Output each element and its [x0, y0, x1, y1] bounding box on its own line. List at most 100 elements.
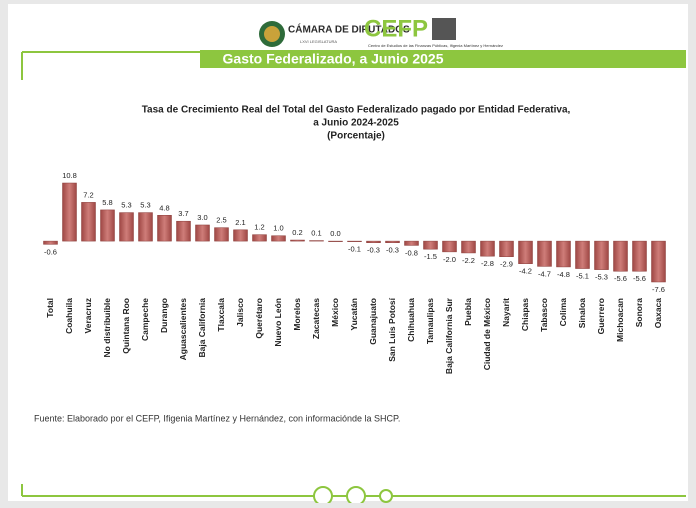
x-tick-label: Morelos: [292, 298, 302, 331]
bar: [556, 240, 571, 268]
value-label: 2.1: [235, 218, 245, 227]
value-label: 1.0: [273, 224, 283, 233]
value-label: -2.2: [462, 256, 475, 265]
value-label: -2.9: [500, 260, 513, 269]
value-label: 7.2: [83, 190, 93, 199]
card: [8, 4, 688, 501]
value-label: 1.2: [254, 223, 264, 232]
x-tick-label: Baja California: [197, 298, 207, 358]
banner: [200, 50, 686, 68]
bar: [233, 229, 248, 242]
value-label: -4.8: [557, 270, 570, 279]
source-note: Fuente: Elaborado por el CEFP, Ifigenia …: [34, 413, 400, 423]
bar: [404, 240, 419, 246]
x-tick-label: Veracruz: [83, 298, 93, 333]
x-tick-label: Sinaloa: [577, 298, 587, 329]
bar: [594, 240, 609, 270]
bar: [290, 239, 305, 242]
bar: [442, 240, 457, 253]
x-tick-label: Campeche: [140, 298, 150, 341]
x-tick-label: Nuevo León: [273, 298, 283, 347]
chamber-emblem-inner: [264, 26, 280, 42]
value-label: -0.1: [348, 245, 361, 254]
chart-title: Tasa de Crecimiento Real del Total del G…: [142, 105, 571, 116]
value-label: 2.5: [216, 216, 226, 225]
bar: [43, 240, 58, 245]
x-tick-label: Colima: [558, 298, 568, 327]
chamber-name: CÁMARA DE DIPUTADOS: [288, 23, 410, 36]
x-tick-label: Ciudad de México: [482, 298, 492, 370]
bar: [119, 212, 134, 242]
x-tick-label: Tlaxcala: [216, 298, 226, 332]
x-tick-label: Total: [45, 298, 55, 318]
bar: [138, 212, 153, 242]
x-tick-label: Zacatecas: [311, 298, 321, 339]
value-label: -1.5: [424, 252, 437, 261]
value-label: -0.3: [367, 246, 380, 255]
bar: [195, 224, 210, 242]
x-tick-label: Puebla: [463, 298, 473, 326]
value-label: -0.8: [405, 248, 418, 257]
x-tick-label: Michoacan: [615, 298, 625, 342]
bar: [309, 240, 324, 242]
x-tick-label: San Luis Potosí: [387, 297, 397, 361]
bar: [632, 240, 647, 272]
value-label: 10.8: [62, 171, 77, 180]
bar: [385, 240, 400, 243]
bar: [62, 182, 77, 242]
value-label: -5.1: [576, 272, 589, 281]
x-tick-label: Quintana Roo: [121, 298, 131, 354]
value-label: -4.2: [519, 267, 532, 276]
bar: [575, 240, 590, 269]
x-tick-label: Jalisco: [235, 298, 245, 327]
bar: [176, 220, 191, 242]
banner-title: Gasto Federalizado, a Junio 2025: [223, 51, 444, 67]
x-tick-label: Nayarit: [501, 298, 511, 327]
bar: [214, 227, 229, 242]
legislature: LXVI LEGISLATURA: [300, 39, 337, 44]
value-label: -2.8: [481, 259, 494, 268]
bar: [366, 240, 381, 243]
bar: [328, 240, 343, 242]
x-tick-label: Chihuahua: [406, 298, 416, 342]
org-logo: CEFP: [364, 15, 428, 42]
value-label: 4.8: [159, 203, 169, 212]
value-label: 0.0: [330, 229, 340, 238]
value-label: -5.6: [614, 274, 627, 283]
value-label: 5.3: [140, 201, 150, 210]
bar: [157, 215, 172, 242]
x-tick-label: Guerrero: [596, 298, 606, 334]
chart-subtitle: (Porcentaje): [327, 131, 385, 142]
org-full: Centro de Estudios de las Finanzas Públi…: [368, 43, 503, 48]
x-tick-label: Aguascalientes: [178, 298, 188, 361]
value-label: 0.2: [292, 228, 302, 237]
x-tick-label: No distribuible: [102, 298, 112, 358]
x-tick-label: Chiapas: [520, 298, 530, 331]
chart-title: a Junio 2024-2025: [313, 118, 399, 129]
value-label: 3.0: [197, 213, 207, 222]
value-label: -0.3: [386, 246, 399, 255]
footer-dot: [379, 489, 393, 503]
x-tick-label: Tabasco: [539, 298, 549, 332]
x-tick-label: Oaxaca: [653, 298, 663, 329]
bar: [613, 240, 628, 272]
x-tick-label: Guanajuato: [368, 298, 378, 345]
bar: [518, 240, 533, 264]
value-label: -5.3: [595, 273, 608, 282]
value-label: -0.6: [44, 247, 57, 256]
x-tick-label: Querétaro: [254, 298, 264, 339]
bar: [100, 209, 115, 242]
x-tick-label: Coahuila: [64, 298, 74, 334]
value-label: 3.7: [178, 209, 188, 218]
plot: -0.6 Total 10.8 Coahuila 7.2 Veracruz 5.8 No di…: [43, 171, 666, 374]
x-tick-label: México: [330, 298, 340, 327]
value-label: -4.7: [538, 269, 551, 278]
value-label: 5.3: [121, 201, 131, 210]
value-label: 5.8: [102, 198, 112, 207]
value-label: -7.6: [652, 285, 665, 294]
value-label: -5.6: [633, 274, 646, 283]
org-logo-block: [432, 18, 456, 40]
value-label: 0.1: [311, 229, 321, 238]
